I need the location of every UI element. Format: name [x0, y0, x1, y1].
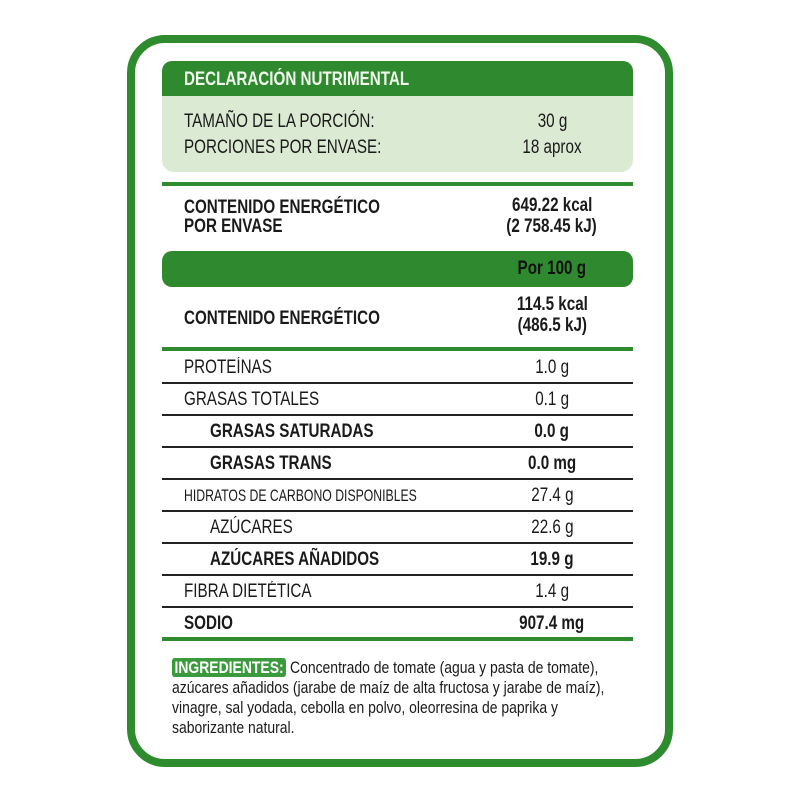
energy-100g-row: CONTENIDO ENERGÉTICO 114.5 kcal (486.5 k…	[162, 294, 633, 344]
ingredients: INGREDIENTES: Concentrado de tomate (agu…	[172, 658, 612, 738]
nutrient-row-added-sugars: AZÚCARES AÑADIDOS 19.9 g	[162, 544, 633, 574]
nutrient-label: GRASAS TOTALES	[184, 389, 320, 410]
ingredients-label: INGREDIENTES:	[172, 658, 287, 677]
nutrient-row-trans-fat: GRASAS TRANS 0.0 mg	[162, 448, 633, 478]
servings-per-package-label: PORCIONES POR ENVASE:	[184, 137, 382, 158]
divider	[162, 478, 633, 480]
nutrient-row-sodium: SODIO 907.4 mg	[162, 608, 633, 638]
per-100g-bar: Por 100 g	[162, 251, 633, 287]
nutrient-label: GRASAS TRANS	[210, 453, 332, 474]
divider	[162, 446, 633, 448]
nutrient-row-proteins: PROTEÍNAS 1.0 g	[162, 352, 633, 382]
serving-size-label: TAMAÑO DE LA PORCIÓN:	[184, 111, 375, 132]
nutrient-value: 0.1 g	[535, 389, 569, 410]
serving-panel: TAMAÑO DE LA PORCIÓN: 30 g PORCIONES POR…	[162, 96, 633, 172]
divider	[162, 182, 633, 186]
servings-per-package-value: 18 aprox	[522, 137, 582, 158]
energy-100g-label: CONTENIDO ENERGÉTICO	[184, 308, 380, 329]
nutrient-value: 0.0 mg	[527, 453, 577, 474]
divider	[162, 414, 633, 416]
nutrient-value: 907.4 mg	[519, 613, 585, 634]
nutrient-row-fiber: FIBRA DIETÉTICA 1.4 g	[162, 576, 633, 606]
ingredients-text: Concentrado de tomate (agua y pasta de t…	[172, 658, 605, 737]
nutrient-value: 19.9 g	[530, 549, 574, 570]
nutrient-label: FIBRA DIETÉTICA	[184, 581, 312, 602]
energy-package-kcal: 649.22 kcal	[511, 195, 593, 216]
nutrient-value: 1.4 g	[535, 581, 569, 602]
nutrient-value: 1.0 g	[535, 357, 569, 378]
divider	[162, 382, 633, 384]
divider	[162, 347, 633, 351]
divider	[162, 510, 633, 512]
title: DECLARACIÓN NUTRIMENTAL	[184, 69, 410, 90]
nutrient-row-carbohydrates: HIDRATOS DE CARBONO DISPONIBLES 27.4 g	[162, 480, 633, 510]
nutrient-row-total-fat: GRASAS TOTALES 0.1 g	[162, 384, 633, 414]
divider	[162, 542, 633, 544]
per-100g-label: Por 100 g	[517, 258, 587, 279]
energy-100g-kj: (486.5 kJ)	[517, 315, 587, 336]
serving-size-value: 30 g	[537, 111, 567, 132]
nutrient-value: 27.4 g	[530, 485, 574, 506]
nutrient-value: 22.6 g	[530, 517, 574, 538]
label-frame	[127, 35, 673, 767]
title-bar: DECLARACIÓN NUTRIMENTAL	[162, 61, 633, 96]
energy-package-label-1: CONTENIDO ENERGÉTICO	[184, 197, 380, 218]
energy-100g-kcal: 114.5 kcal	[516, 294, 588, 315]
nutrient-label: SODIO	[184, 613, 233, 634]
energy-package-kj: (2 758.45 kJ)	[506, 216, 598, 237]
nutrient-row-sugars: AZÚCARES 22.6 g	[162, 512, 633, 542]
nutrient-label: AZÚCARES	[210, 517, 293, 538]
nutrient-label: PROTEÍNAS	[184, 357, 272, 378]
nutrient-row-saturated-fat: GRASAS SATURADAS 0.0 g	[162, 416, 633, 446]
nutrient-label: AZÚCARES AÑADIDOS	[210, 549, 380, 570]
nutrient-value: 0.0 g	[534, 421, 570, 442]
divider	[162, 637, 633, 641]
energy-package-label-2: POR ENVASE	[184, 216, 283, 237]
nutrient-label: HIDRATOS DE CARBONO DISPONIBLES	[184, 486, 417, 505]
divider	[162, 574, 633, 576]
divider	[162, 606, 633, 608]
energy-package-row: CONTENIDO ENERGÉTICO POR ENVASE 649.22 k…	[162, 195, 633, 245]
nutrient-label: GRASAS SATURADAS	[210, 421, 374, 442]
